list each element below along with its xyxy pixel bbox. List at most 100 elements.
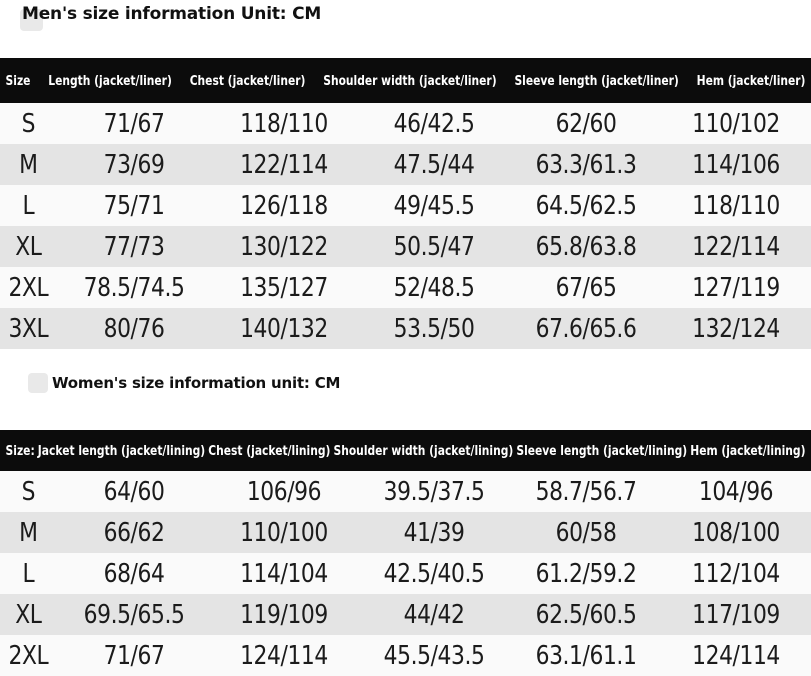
hem-cell: 117/109 [692, 599, 780, 630]
chest-cell: 119/109 [239, 599, 328, 630]
length-cell: 71/67 [103, 640, 165, 671]
table-row: 2XL 71/67 124/114 45.5/43.5 63.1/61.1 12… [0, 635, 811, 676]
chest-cell: 124/114 [239, 640, 328, 671]
sleeve-cell: 65.8/63.8 [535, 231, 637, 262]
shoulder-cell: 41/39 [403, 517, 465, 548]
womens-table-header-row: Size: Jacket length (jacket/lining) Ches… [0, 430, 811, 471]
shoulder-cell: 42.5/40.5 [383, 558, 485, 589]
hem-cell: 114/106 [692, 149, 780, 180]
sleeve-cell: 61.2/59.2 [535, 558, 637, 589]
shoulder-cell: 52/48.5 [393, 272, 475, 303]
length-cell: 77/73 [103, 231, 165, 262]
sleeve-cell: 64.5/62.5 [535, 190, 637, 221]
table-row: S 71/67 118/110 46/42.5 62/60 110/102 [0, 103, 811, 144]
table-row: XL 69.5/65.5 119/109 44/42 62.5/60.5 117… [0, 594, 811, 635]
placeholder-image-icon [28, 373, 48, 393]
mens-table-header-row: Size Length (jacket/liner) Chest (jacket… [0, 58, 811, 103]
col-header-hem: Hem (jacket/lining) [690, 442, 806, 459]
length-cell: 73/69 [103, 149, 165, 180]
chest-cell: 106/96 [246, 476, 322, 507]
col-header-chest: Chest (jacket/lining) [208, 442, 331, 459]
chest-cell: 140/132 [239, 313, 328, 344]
hem-cell: 118/110 [692, 190, 780, 221]
col-header-size: Size [5, 72, 31, 89]
col-header-length: Length (jacket/liner) [48, 72, 172, 89]
sleeve-cell: 60/58 [555, 517, 617, 548]
chest-cell: 118/110 [239, 108, 328, 139]
chest-cell: 122/114 [239, 149, 328, 180]
shoulder-cell: 46/42.5 [393, 108, 475, 139]
womens-section-title: Women's size information unit: CM [52, 374, 341, 392]
table-row: 3XL 80/76 140/132 53.5/50 67.6/65.6 132/… [0, 308, 811, 349]
sleeve-cell: 62/60 [555, 108, 617, 139]
hem-cell: 124/114 [692, 640, 780, 671]
size-cell: XL [15, 231, 42, 262]
mens-table-header: Size Length (jacket/liner) Chest (jacket… [0, 58, 811, 103]
table-row: M 66/62 110/100 41/39 60/58 108/100 [0, 512, 811, 553]
length-cell: 68/64 [103, 558, 165, 589]
sleeve-cell: 63.3/61.3 [535, 149, 637, 180]
col-header-shoulder: Shoulder width (jacket/liner) [323, 72, 497, 89]
sleeve-cell: 63.1/61.1 [535, 640, 637, 671]
hem-cell: 112/104 [692, 558, 780, 589]
chest-cell: 135/127 [239, 272, 328, 303]
hem-cell: 104/96 [698, 476, 774, 507]
col-header-sleeve: Sleeve length (jacket/liner) [514, 72, 679, 89]
length-cell: 69.5/65.5 [83, 599, 185, 630]
womens-title-area: Women's size information unit: CM [0, 349, 811, 430]
chest-cell: 114/104 [239, 558, 328, 589]
table-row: L 68/64 114/104 42.5/40.5 61.2/59.2 112/… [0, 553, 811, 594]
table-row: L 75/71 126/118 49/45.5 64.5/62.5 118/11… [0, 185, 811, 226]
hem-cell: 108/100 [692, 517, 780, 548]
size-cell: S [21, 476, 36, 507]
mens-size-section: Men's size information Unit: CM Size Len… [0, 0, 811, 349]
shoulder-cell: 39.5/37.5 [383, 476, 485, 507]
size-cell: S [21, 108, 36, 139]
sleeve-cell: 67/65 [555, 272, 617, 303]
length-cell: 66/62 [103, 517, 165, 548]
mens-section-title: Men's size information Unit: CM [22, 4, 322, 24]
womens-table-header: Size: Jacket length (jacket/lining) Ches… [0, 430, 811, 471]
length-cell: 78.5/74.5 [83, 272, 185, 303]
shoulder-cell: 45.5/43.5 [383, 640, 485, 671]
size-cell: L [22, 558, 35, 589]
size-cell: M [19, 517, 38, 548]
womens-size-section: Women's size information unit: CM Size: … [0, 349, 811, 676]
col-header-length: Jacket length (jacket/lining) [37, 442, 206, 459]
size-cell: 3XL [8, 313, 49, 344]
womens-table-body: S 64/60 106/96 39.5/37.5 58.7/56.7 104/9… [0, 471, 811, 676]
table-row: 2XL 78.5/74.5 135/127 52/48.5 67/65 127/… [0, 267, 811, 308]
mens-title-area: Men's size information Unit: CM [0, 0, 811, 58]
shoulder-cell: 53.5/50 [393, 313, 475, 344]
size-cell: XL [15, 599, 42, 630]
size-cell: L [22, 190, 35, 221]
col-header-shoulder: Shoulder width (jacket/lining) [333, 442, 514, 459]
chest-cell: 110/100 [239, 517, 328, 548]
shoulder-cell: 50.5/47 [393, 231, 475, 262]
size-cell: M [19, 149, 38, 180]
col-header-chest: Chest (jacket/liner) [189, 72, 306, 89]
size-cell: 2XL [8, 640, 49, 671]
length-cell: 64/60 [103, 476, 165, 507]
shoulder-cell: 47.5/44 [393, 149, 475, 180]
col-header-size: Size: [5, 442, 35, 459]
table-row: S 64/60 106/96 39.5/37.5 58.7/56.7 104/9… [0, 471, 811, 512]
table-row: XL 77/73 130/122 50.5/47 65.8/63.8 122/1… [0, 226, 811, 267]
sleeve-cell: 62.5/60.5 [535, 599, 637, 630]
hem-cell: 110/102 [692, 108, 780, 139]
shoulder-cell: 44/42 [403, 599, 465, 630]
sleeve-cell: 58.7/56.7 [535, 476, 637, 507]
length-cell: 71/67 [103, 108, 165, 139]
length-cell: 80/76 [103, 313, 165, 344]
chest-cell: 130/122 [239, 231, 328, 262]
size-cell: 2XL [8, 272, 49, 303]
chest-cell: 126/118 [239, 190, 328, 221]
col-header-hem: Hem (jacket/liner) [696, 72, 806, 89]
hem-cell: 122/114 [692, 231, 780, 262]
placeholder-image-icon [20, 9, 43, 31]
sleeve-cell: 67.6/65.6 [535, 313, 637, 344]
table-row: M 73/69 122/114 47.5/44 63.3/61.3 114/10… [0, 144, 811, 185]
hem-cell: 127/119 [692, 272, 780, 303]
length-cell: 75/71 [103, 190, 165, 221]
